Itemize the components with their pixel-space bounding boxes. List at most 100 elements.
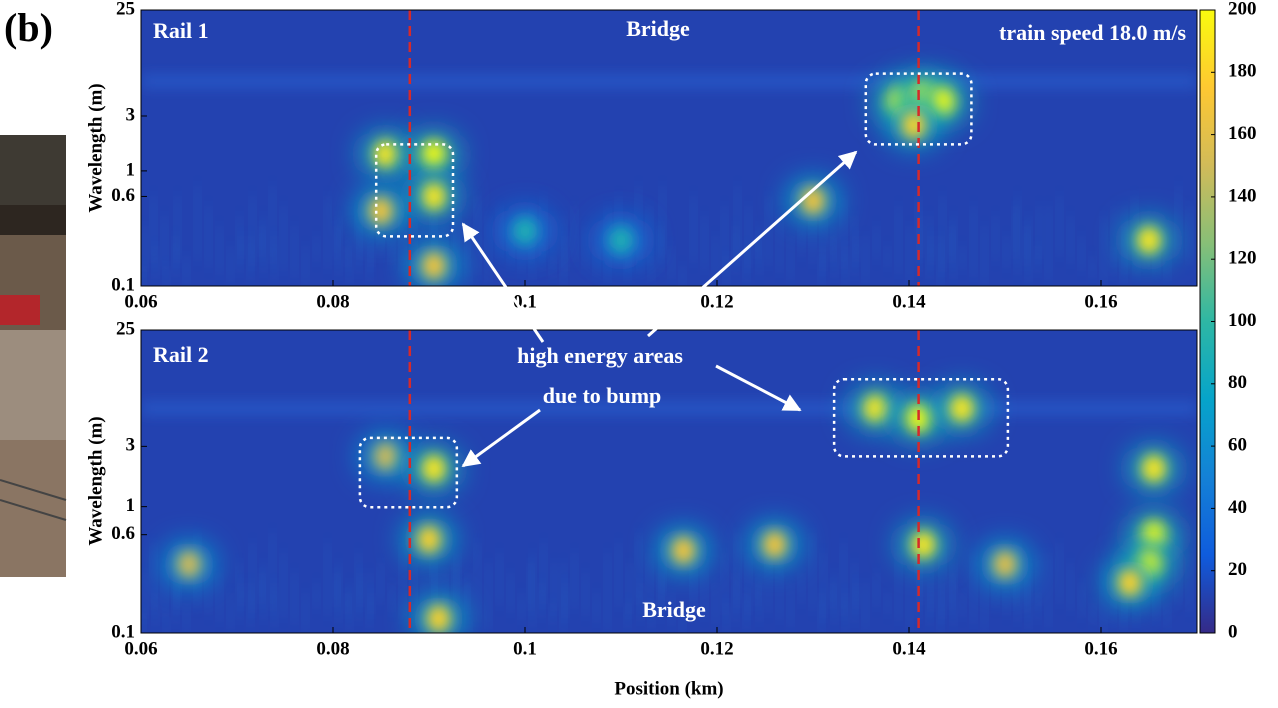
texture [542,543,545,604]
texture [714,583,717,624]
texture [994,216,997,261]
colorbar-tick-label: 20 [1228,559,1247,580]
x-tick-label: 0.16 [1084,291,1117,312]
x-tick-label: 0.06 [124,291,157,312]
texture [1027,216,1030,282]
heatmap [141,10,1197,288]
hotspot [902,111,926,139]
texture [864,583,867,630]
hotspot [422,140,446,168]
texture [844,246,847,285]
texture [1038,206,1041,259]
texture [304,593,307,632]
texture [1047,553,1050,627]
texture [240,236,243,259]
colorbar-tick-label: 140 [1228,185,1257,206]
x-axis-label: Position (km) [614,678,723,699]
texture [833,226,836,278]
texture [1069,216,1072,264]
texture [229,246,232,282]
x-tick-label: 0.08 [316,291,349,312]
texture [185,256,188,284]
texture [725,603,728,631]
texture [595,246,598,276]
texture [553,563,556,611]
texture [1188,553,1191,612]
texture [229,593,232,629]
y-tick-label: 3 [126,104,136,125]
texture [282,206,285,271]
texture [207,206,210,268]
texture [315,583,318,609]
texture [165,266,168,286]
texture [800,573,803,604]
heatmap [141,330,1197,641]
texture [897,553,900,621]
texture [273,583,276,627]
texture [855,236,858,262]
x-tick-label: 0.12 [700,638,733,659]
texture [972,206,975,277]
texture [941,196,944,272]
texture [661,186,664,258]
hotspot [1118,569,1142,597]
texture [326,543,329,616]
colorbar-tick-label: 0 [1228,621,1238,642]
texture [736,186,739,261]
texture [564,583,567,618]
texture [240,583,243,606]
annotation: Bridge [642,597,706,622]
y-tick-label: 0.6 [111,523,135,544]
texture [1102,216,1105,285]
texture [725,256,728,284]
texture [1058,543,1061,604]
texture [553,216,556,264]
texture [584,226,587,269]
texture [1155,583,1158,621]
figure: (b) 0.10.613250.060.080.10.120.140.160.1… [0,0,1278,708]
texture [1177,186,1180,258]
texture [293,226,296,278]
y-tick-label: 25 [116,0,135,19]
texture [467,573,470,631]
texture [778,563,781,620]
texture [747,206,750,268]
texture [897,206,900,274]
texture [875,573,878,607]
x-tick-label: 0.06 [124,638,157,659]
y-tick-label: 3 [126,435,136,456]
annotation: due to bump [543,383,662,408]
hotspot [763,531,787,559]
hotspot [993,550,1017,578]
texture [1188,206,1191,265]
y-axis-label: Wavelength (m) [85,416,106,545]
texture [1058,196,1061,257]
texture [1166,256,1169,281]
colorbar-tick-label: 100 [1228,310,1257,331]
texture [1005,236,1008,268]
texture [401,543,404,619]
texture [304,246,307,285]
y-axis-label: Wavelength (m) [85,83,106,212]
x-tick-label: 0.16 [1084,638,1117,659]
colorbar-tick-label: 160 [1228,123,1257,144]
texture [1038,553,1041,606]
texture [509,573,512,613]
hotspot [427,605,451,633]
y-tick-label: 25 [116,318,135,339]
texture [961,593,964,617]
texture [972,553,975,624]
hotspot [374,442,398,470]
texture [273,236,276,280]
texture [573,553,576,609]
texture [337,563,340,623]
texture [390,236,393,265]
texture [390,583,393,612]
y-tick-label: 1 [126,159,136,180]
texture [359,226,362,260]
texture [1091,603,1094,625]
texture [262,563,265,620]
colorbar-tick-label: 60 [1228,434,1247,455]
texture [758,573,761,622]
texture [952,216,955,279]
